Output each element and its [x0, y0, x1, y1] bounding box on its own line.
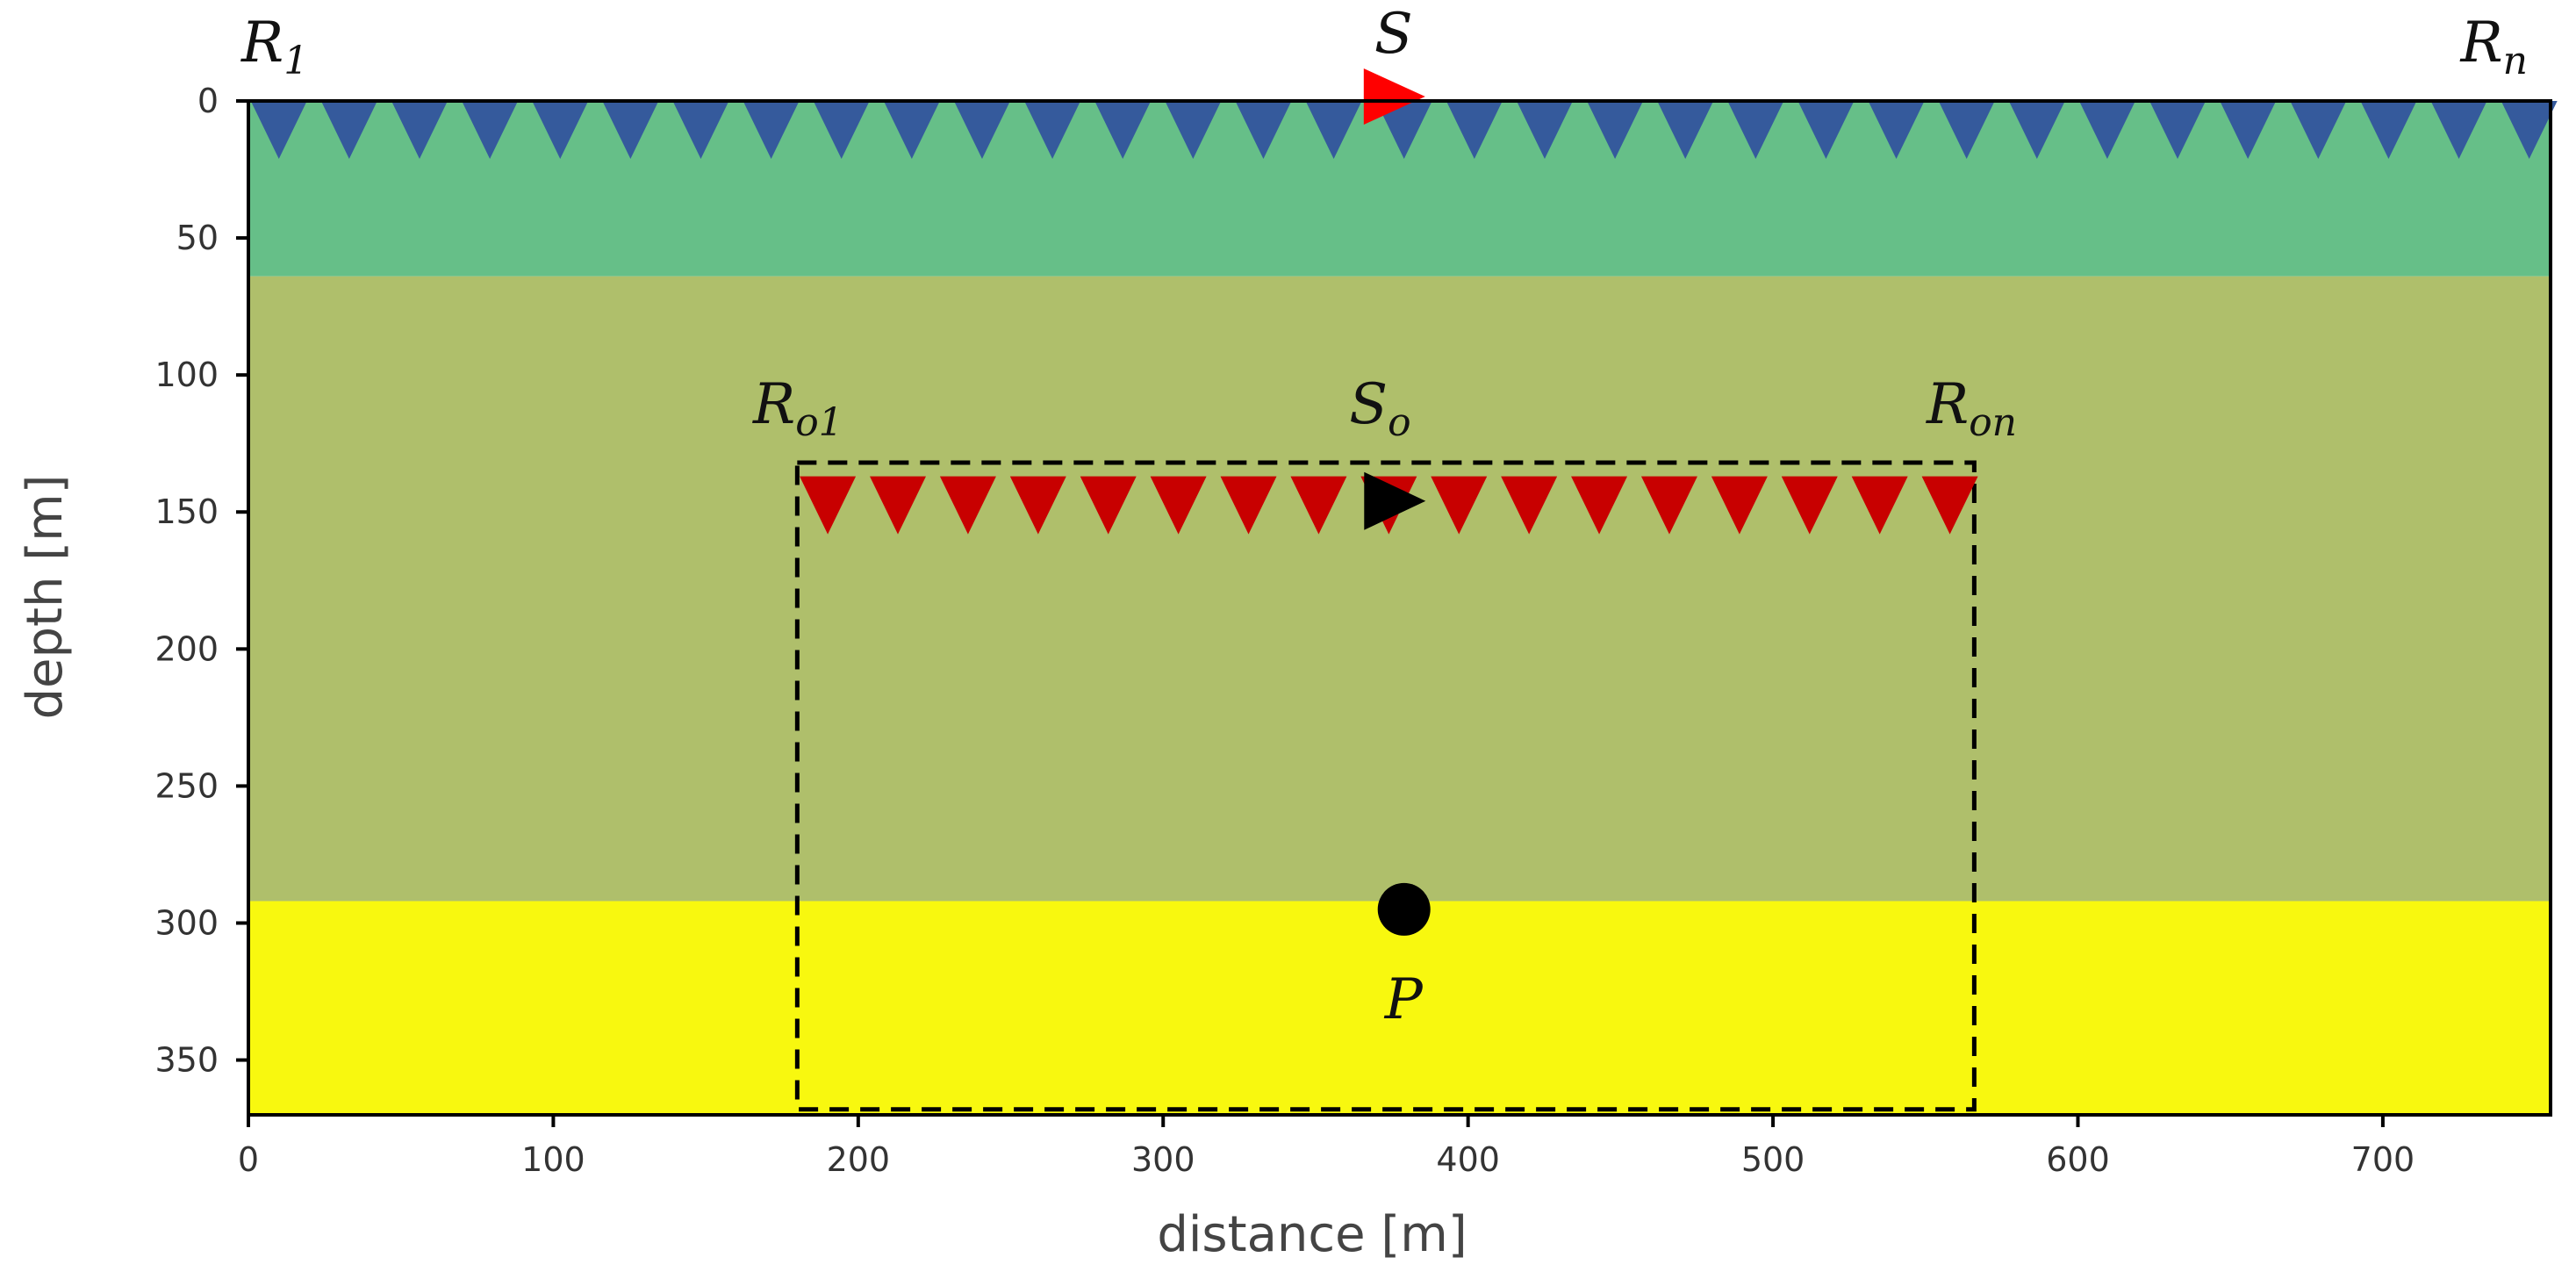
- receiver-marker: [1375, 101, 1432, 159]
- label-ron: Ron: [1926, 372, 2017, 445]
- receiver-marker: [2290, 101, 2347, 159]
- y-tick-label: 100: [154, 356, 219, 394]
- x-axis-label: distance [m]: [1157, 1206, 1467, 1263]
- y-tick-label: 150: [154, 492, 219, 531]
- receiver-marker: [1235, 101, 1292, 159]
- buried-receiver-marker: [1851, 476, 1908, 535]
- y-tick-label: 200: [154, 629, 219, 668]
- subsurface-layers: [248, 101, 2551, 1115]
- receiver-marker: [2149, 101, 2206, 159]
- x-tick-label: 500: [1741, 1140, 1805, 1179]
- buried-receiver-marker: [1009, 476, 1066, 535]
- dashed-target-box: [794, 460, 1977, 1112]
- receiver-marker: [462, 101, 519, 159]
- receiver-marker: [1305, 101, 1362, 159]
- y-tick-label: 0: [197, 82, 219, 120]
- y-axis-ticks: 0 50 100 150 200 250 300 350: [154, 82, 248, 1080]
- receiver-marker: [532, 101, 589, 159]
- receiver-marker: [2220, 101, 2277, 159]
- y-tick-label: 250: [154, 766, 219, 805]
- x-tick-label: 300: [1131, 1140, 1195, 1179]
- buried-receiver-marker: [1080, 476, 1137, 535]
- receiver-marker: [2501, 101, 2558, 159]
- receiver-marker: [250, 101, 307, 159]
- receiver-marker: [391, 101, 448, 159]
- buried-receiver-marker: [1711, 476, 1768, 535]
- buried-receiver-marker: [1781, 476, 1838, 535]
- label-ro1: Ro1: [752, 372, 843, 445]
- x-tick-label: 200: [827, 1140, 891, 1179]
- label-s: S: [1374, 2, 1413, 67]
- x-tick-label: 400: [1436, 1140, 1500, 1179]
- receiver-marker: [1868, 101, 1925, 159]
- label-so: So: [1349, 372, 1410, 445]
- receiver-marker: [2360, 101, 2417, 159]
- receiver-marker: [743, 101, 800, 159]
- receiver-marker: [1657, 101, 1714, 159]
- receiver-marker: [2430, 101, 2487, 159]
- receiver-marker: [320, 101, 377, 159]
- buried-receiver-marker: [1640, 476, 1697, 535]
- receiver-marker: [1587, 101, 1644, 159]
- buried-receiver-marker: [1921, 476, 1978, 535]
- plot-frame: [247, 99, 2552, 1117]
- x-tick-label: 100: [521, 1140, 585, 1179]
- receiver-marker: [602, 101, 659, 159]
- annotation-labels: R1 Rn S Ro1 Ron So P: [240, 2, 2528, 1032]
- sources: [1363, 68, 1431, 936]
- surface-source-marker: [1363, 68, 1425, 125]
- receiver-marker: [2078, 101, 2135, 159]
- receiver-marker: [1024, 101, 1081, 159]
- x-axis-ticks: 0 100 200 300 400 500 600 700: [238, 1115, 2415, 1179]
- label-p: P: [1384, 967, 1424, 1032]
- y-tick-label: 350: [154, 1041, 219, 1080]
- buried-receiver-marker: [1290, 476, 1347, 535]
- surface-receiver-array: [250, 101, 2558, 159]
- receiver-marker: [1797, 101, 1855, 159]
- buried-receiver-marker: [869, 476, 926, 535]
- x-tick-label: 700: [2351, 1140, 2415, 1179]
- receiver-marker: [883, 101, 940, 159]
- plot-border: [247, 99, 2552, 1117]
- label-r1: R1: [240, 11, 308, 83]
- x-tick-label: 0: [238, 1140, 259, 1179]
- layer-2: [248, 276, 2551, 902]
- buried-receiver-marker: [1150, 476, 1207, 535]
- x-tick-label: 600: [2046, 1140, 2110, 1179]
- point-p-marker: [1377, 882, 1431, 936]
- target-zone-box: [794, 460, 1977, 1112]
- receiver-marker: [1165, 101, 1222, 159]
- receiver-marker: [672, 101, 729, 159]
- buried-receiver-marker: [800, 476, 857, 535]
- buried-receiver-marker: [1501, 476, 1558, 535]
- receiver-marker: [1516, 101, 1573, 159]
- receiver-marker: [1446, 101, 1503, 159]
- y-axis-label: depth [m]: [17, 474, 74, 719]
- buried-source-marker: [1364, 471, 1426, 530]
- buried-receiver-marker: [939, 476, 996, 535]
- buried-receiver-marker: [1431, 476, 1488, 535]
- receiver-marker: [1094, 101, 1152, 159]
- y-tick-label: 50: [176, 219, 219, 257]
- receiver-marker: [1727, 101, 1784, 159]
- receiver-marker: [2008, 101, 2065, 159]
- layer-3: [248, 901, 2551, 1115]
- buried-receiver-marker: [1571, 476, 1628, 535]
- buried-receiver-marker: [1220, 476, 1277, 535]
- receiver-marker: [953, 101, 1010, 159]
- receiver-marker: [813, 101, 870, 159]
- y-tick-label: 300: [154, 903, 219, 942]
- buried-receiver-array: [800, 476, 1978, 535]
- receiver-marker: [1938, 101, 1995, 159]
- label-rn: Rn: [2459, 11, 2528, 83]
